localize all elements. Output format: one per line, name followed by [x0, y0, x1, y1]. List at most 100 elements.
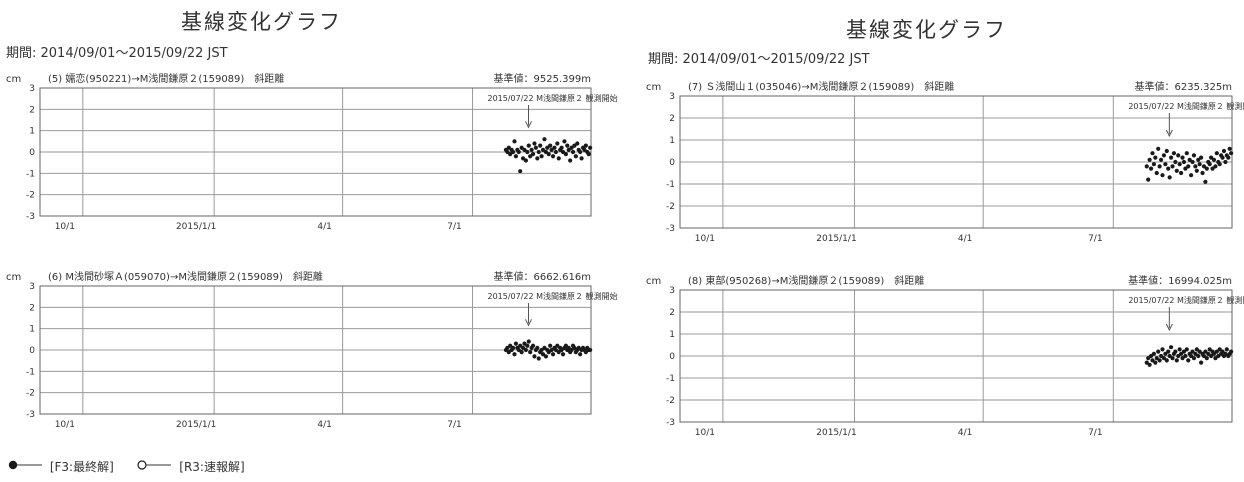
data-point — [522, 147, 527, 152]
data-point — [566, 345, 571, 350]
data-point — [548, 143, 553, 148]
data-point — [555, 343, 560, 348]
data-point — [1161, 153, 1167, 158]
data-point — [550, 352, 556, 357]
data-point — [1209, 155, 1214, 160]
data-point — [1150, 358, 1155, 363]
data-point — [549, 147, 554, 152]
y-tick-label: -1 — [26, 169, 35, 179]
hollow-marker-icon — [137, 459, 175, 474]
data-point — [533, 145, 539, 150]
plot-frame — [39, 87, 592, 217]
data-point — [1146, 356, 1151, 361]
data-point — [1147, 157, 1152, 162]
data-point — [1166, 349, 1171, 354]
data-point — [1158, 353, 1164, 359]
data-point — [1199, 360, 1204, 365]
data-point — [1191, 356, 1197, 361]
data-point — [505, 345, 510, 350]
data-point — [1220, 155, 1225, 160]
data-point — [516, 149, 521, 155]
data-point — [510, 149, 516, 155]
data-point — [506, 145, 511, 150]
x-tick-label: 4/1 — [958, 428, 972, 438]
data-point — [1154, 356, 1159, 361]
data-point — [562, 139, 567, 144]
legend-rapid-label: [R3:速報解] — [179, 460, 245, 474]
chart-title: (6) M浅間砂塚Ａ(059070)→M浅間鎌原２(159089) 斜距離 — [48, 270, 323, 283]
data-point — [543, 354, 548, 359]
data-point — [535, 156, 540, 161]
data-point — [549, 347, 554, 353]
data-point — [560, 352, 566, 357]
data-point — [540, 147, 546, 152]
x-tick-label: 4/1 — [317, 222, 331, 232]
data-point — [1197, 349, 1202, 354]
data-point — [1214, 151, 1219, 156]
data-point — [1154, 170, 1159, 176]
data-point — [578, 149, 583, 155]
data-point — [1188, 173, 1194, 178]
left-period: 期間: 2014/09/01～2015/09/22 JST — [6, 46, 228, 61]
data-point — [1178, 351, 1184, 356]
data-point — [1161, 356, 1167, 361]
data-point — [1173, 159, 1178, 165]
data-point — [573, 154, 578, 159]
data-point — [505, 149, 510, 155]
data-point — [1168, 345, 1174, 350]
unit-label: cm — [646, 82, 661, 93]
data-point — [530, 343, 536, 348]
x-tick-label: 7/1 — [1088, 428, 1102, 438]
right-panel-title: 基線変化グラフ — [846, 18, 1007, 42]
data-point — [1150, 151, 1155, 156]
data-point — [1151, 351, 1157, 356]
x-tick-label: 2015/1/1 — [176, 420, 216, 430]
data-point — [528, 154, 533, 159]
data-point — [563, 343, 568, 348]
data-point — [1147, 362, 1152, 367]
data-point — [1148, 353, 1154, 359]
y-tick-label: 0 — [29, 148, 35, 158]
data-point — [1221, 148, 1227, 154]
data-point — [1201, 353, 1207, 359]
y-tick-label: 1 — [29, 127, 35, 137]
data-point — [1173, 349, 1178, 354]
unit-label: cm — [646, 276, 661, 287]
data-point — [560, 149, 566, 155]
data-point — [539, 154, 544, 159]
x-tick-label: 10/1 — [55, 420, 75, 430]
data-point — [1226, 155, 1231, 160]
data-point — [553, 347, 558, 353]
data-point — [519, 350, 524, 355]
data-point — [1216, 353, 1221, 359]
data-point — [1224, 347, 1229, 352]
data-point — [520, 156, 526, 161]
baseline-chart-6: cm (6) M浅間砂塚Ａ(059070)→M浅間鎌原２(159089) 斜距離 基… — [6, 270, 618, 430]
x-tick-label: 2015/1/1 — [816, 234, 856, 244]
data-point — [1160, 173, 1165, 178]
data-point — [536, 149, 541, 155]
data-point — [1209, 353, 1214, 359]
plot-frame — [679, 289, 1233, 423]
y-tick-label: -1 — [26, 367, 35, 377]
data-point — [1203, 349, 1208, 354]
data-point — [1167, 175, 1172, 180]
x-tick-label: 4/1 — [958, 234, 972, 244]
data-point — [1181, 349, 1187, 354]
baseline-chart-7: cm (7) Ｓ浅間山１(035046)→M浅間鎌原２(159089) 斜距離 基準… — [646, 80, 1244, 244]
data-point — [1166, 166, 1171, 171]
annotation-label: 2015/07/22 M浅間鎌原２ 観測開始 — [1128, 295, 1244, 305]
data-point — [1146, 177, 1151, 182]
data-point — [1163, 162, 1168, 167]
data-point — [1168, 155, 1174, 160]
data-point — [1167, 353, 1172, 359]
data-point — [1163, 351, 1168, 356]
annotation-arrowhead — [1165, 323, 1173, 332]
data-point — [532, 354, 537, 359]
data-point — [1223, 159, 1228, 165]
data-point — [579, 156, 584, 161]
data-point — [535, 345, 540, 350]
y-tick-label: 3 — [29, 282, 35, 292]
data-point — [586, 152, 591, 157]
data-point — [588, 145, 593, 150]
